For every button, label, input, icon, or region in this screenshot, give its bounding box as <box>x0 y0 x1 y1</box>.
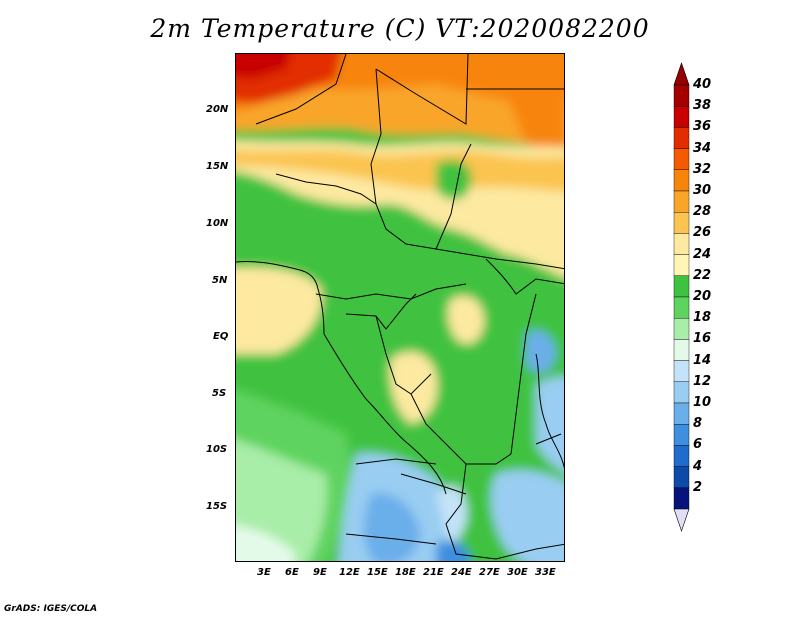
lon-label: 9E <box>313 567 327 578</box>
lat-label: 10S <box>206 444 228 455</box>
colorbar-tick-label: 6 <box>693 437 703 453</box>
colorbar-swatch <box>673 233 690 255</box>
colorbar-swatch <box>673 105 690 128</box>
lat-label: EQ <box>213 331 229 342</box>
colorbar-swatch <box>673 424 690 446</box>
colorbar-tick-label: 12 <box>693 373 712 389</box>
lon-label: 27E <box>479 567 500 578</box>
lon-label: 24E <box>451 567 472 578</box>
colorbar-swatch <box>673 318 690 340</box>
lon-label: 33E <box>535 567 556 578</box>
colorbar-tick-label: 10 <box>693 395 712 410</box>
country-borders <box>236 54 564 560</box>
colorbar-tick-label: 32 <box>693 161 712 177</box>
colorbar-tick-label: 4 <box>693 458 703 474</box>
colorbar-tick-label: 38 <box>693 98 712 114</box>
colorbar-swatch <box>673 275 690 298</box>
colorbar-swatch <box>673 169 690 192</box>
credit-text: GrADS: IGES/COLA <box>4 604 98 614</box>
lon-label: 12E <box>339 567 360 578</box>
colorbar-swatch <box>673 127 690 149</box>
colorbar-swatch <box>673 487 690 510</box>
lon-label: 6E <box>285 567 299 578</box>
colorbar-tick-label: 16 <box>693 331 712 347</box>
colorbar-tick-label: 14 <box>693 352 712 368</box>
colorbar-tick-label: 40 <box>693 77 712 92</box>
lat-label: 5N <box>212 275 228 286</box>
lat-label: 15S <box>206 501 228 512</box>
colorbar-swatch <box>673 339 690 361</box>
colorbar-swatch <box>673 360 690 383</box>
colorbar-swatch <box>673 381 690 404</box>
lon-label: 18E <box>395 567 416 578</box>
colorbar-tick-label: 8 <box>693 416 703 432</box>
colorbar-swatch <box>673 190 690 213</box>
colorbar-bottom-arrow <box>673 508 690 532</box>
colorbar-swatch <box>673 466 690 489</box>
temperature-map <box>235 53 565 562</box>
colorbar-swatch <box>673 211 690 234</box>
lon-label: 15E <box>367 567 388 578</box>
colorbar-top-arrow <box>673 62 690 86</box>
colorbar-tick-label: 34 <box>693 140 712 156</box>
lon-label: 21E <box>423 567 444 578</box>
colorbar-swatch <box>673 84 690 107</box>
colorbar-tick-label: 20 <box>693 289 712 304</box>
colorbar-tick-label: 36 <box>693 119 712 135</box>
colorbar-swatch <box>673 254 690 277</box>
lat-label: 15N <box>206 161 229 172</box>
lat-label: 10N <box>206 218 229 229</box>
colorbar-tick-label: 24 <box>693 246 712 262</box>
lon-label: 3E <box>257 567 271 578</box>
colorbar-swatch <box>673 296 690 319</box>
lat-label: 20N <box>206 104 229 115</box>
lat-label: 5S <box>212 388 227 399</box>
colorbar-swatch <box>673 445 690 467</box>
map-title: 2m Temperature (C) VT:2020082200 <box>150 14 650 43</box>
colorbar-tick-label: 2 <box>693 479 703 495</box>
colorbar-tick-label: 26 <box>693 225 712 241</box>
colorbar-tick-label: 28 <box>693 204 712 220</box>
colorbar-swatch <box>673 402 690 425</box>
colorbar-swatch <box>673 148 690 171</box>
colorbar-tick-label: 18 <box>693 310 712 326</box>
map-field <box>236 54 564 561</box>
colorbar-tick-label: 22 <box>693 267 712 283</box>
colorbar-tick-label: 30 <box>693 183 712 198</box>
lon-label: 30E <box>507 567 528 578</box>
